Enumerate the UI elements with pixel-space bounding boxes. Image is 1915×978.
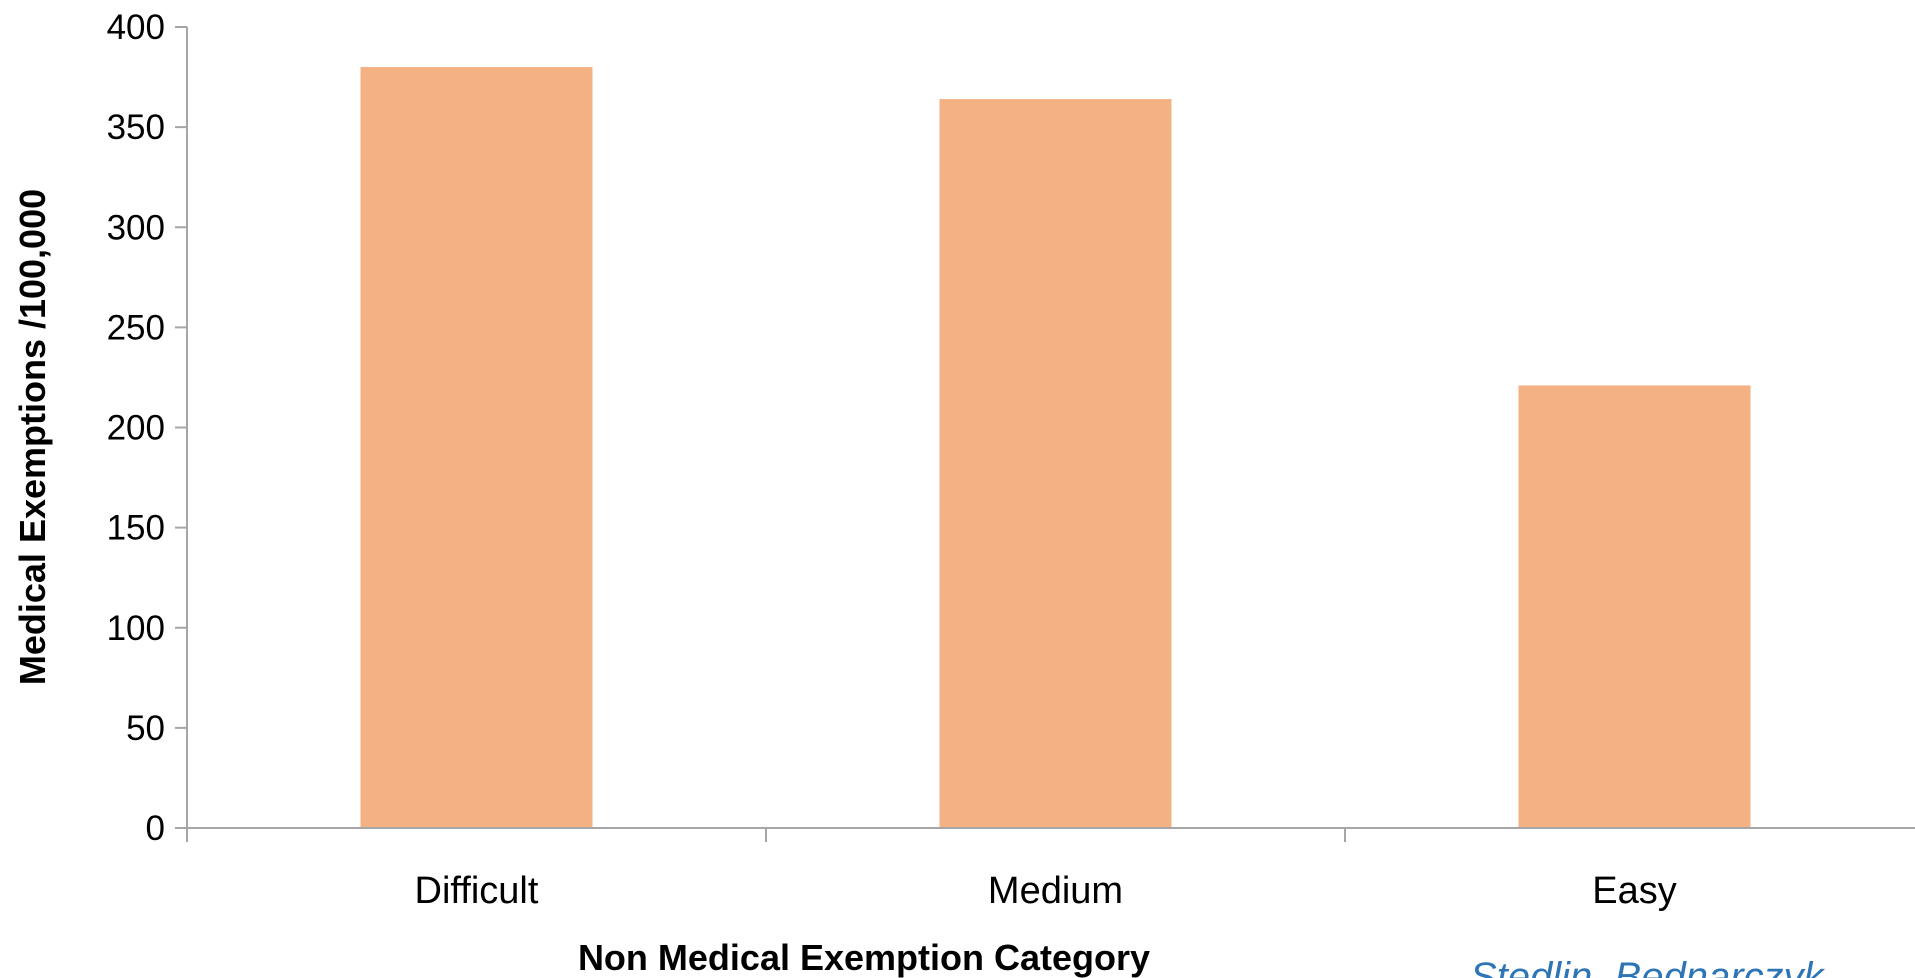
y-tick-label: 150: [107, 509, 165, 548]
y-axis-title: Medical Exemptions /100,000: [12, 189, 53, 685]
x-axis-category-labels: Difficult Medium Easy: [415, 870, 1677, 912]
bar-medium: [939, 99, 1172, 829]
y-tick-label: 0: [146, 809, 165, 848]
y-tick-label: 100: [107, 609, 165, 648]
x-axis-ticks: [186, 828, 1346, 842]
y-tick-label: 200: [107, 409, 165, 448]
y-tick-label: 50: [126, 709, 165, 748]
y-tick-label: 350: [107, 108, 165, 147]
x-axis-title: Non Medical Exemption Category: [578, 937, 1150, 978]
bars: [360, 67, 1751, 829]
bar-difficult: [360, 67, 593, 829]
y-tick-label: 400: [107, 8, 165, 47]
x-category-label: Easy: [1592, 870, 1676, 912]
author-credit: Stedlin, Bednarczyk: [1470, 955, 1826, 978]
y-tick-label: 250: [107, 308, 165, 347]
y-tick-label: 300: [107, 208, 165, 247]
x-category-label: Difficult: [415, 870, 539, 912]
bar-easy: [1518, 385, 1751, 828]
y-axis-ticks: 0 50 100 150 200 250 300 350 400: [107, 8, 187, 848]
x-category-label: Medium: [988, 870, 1123, 912]
